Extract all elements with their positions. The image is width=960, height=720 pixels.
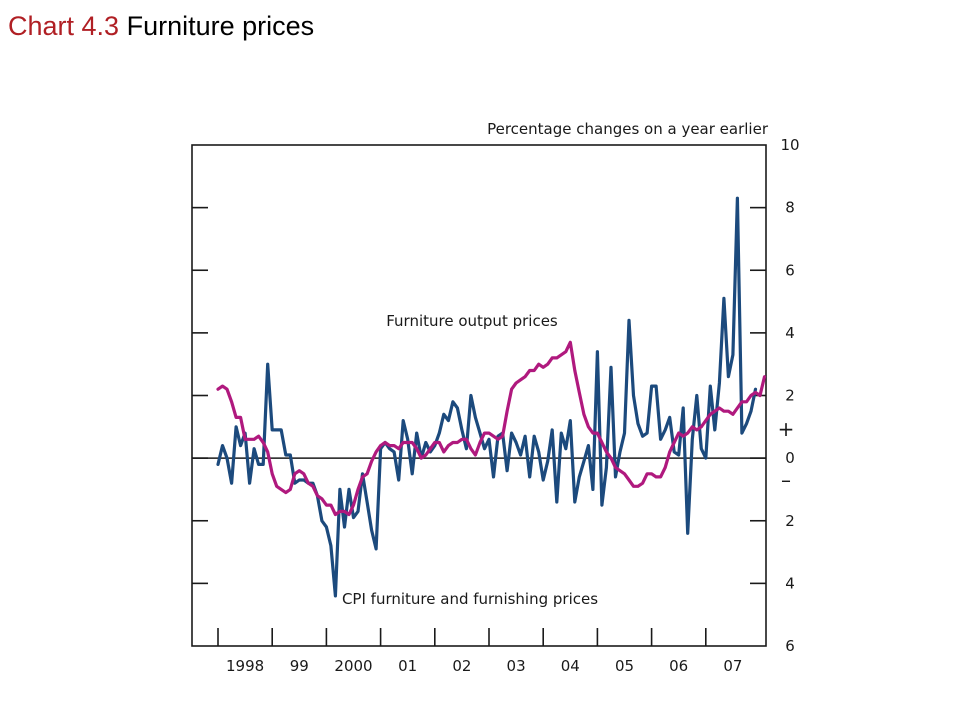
x-tick-label: 2000 (334, 657, 372, 675)
y-tick-label: 2 (785, 512, 795, 530)
chart-title-number: Chart 4.3 (8, 11, 120, 41)
y-tick-label: 8 (785, 199, 795, 217)
x-tick-label: 04 (561, 657, 580, 675)
units-label: Percentage changes on a year earlier (487, 120, 769, 138)
y-tick-label: 2 (785, 387, 795, 405)
chart-title: Chart 4.3 Furniture prices (8, 8, 314, 44)
x-tick-label: 05 (615, 657, 634, 675)
y-tick-label: 4 (785, 324, 795, 342)
x-tick-label: 06 (669, 657, 688, 675)
x-tick-label: 02 (452, 657, 471, 675)
y-tick-label: 0 (785, 449, 795, 467)
plot-frame (191, 144, 767, 647)
x-tick-label: 07 (723, 657, 742, 675)
series-label-output-prices: Furniture output prices (386, 312, 558, 330)
series-line-cpi-furniture-and-furnishing-prices (216, 196, 758, 598)
minus-sign-label: – (781, 468, 791, 492)
x-tick-label: 99 (290, 657, 309, 675)
series-line-furniture-output-prices (216, 340, 767, 517)
x-tick-label: 03 (507, 657, 526, 675)
x-tick-label: 1998 (226, 657, 264, 675)
x-tick-label: 01 (398, 657, 417, 675)
y-tick-label: 4 (785, 574, 795, 592)
y-tick-label: 10 (780, 136, 799, 154)
plus-sign-label: + (778, 417, 795, 441)
y-tick-label: 6 (785, 637, 795, 655)
series-label-cpi-prices: CPI furniture and furnishing prices (342, 590, 598, 608)
y-tick-label: 6 (785, 261, 795, 279)
chart-title-text: Furniture prices (126, 11, 315, 41)
series-layer (216, 196, 767, 598)
